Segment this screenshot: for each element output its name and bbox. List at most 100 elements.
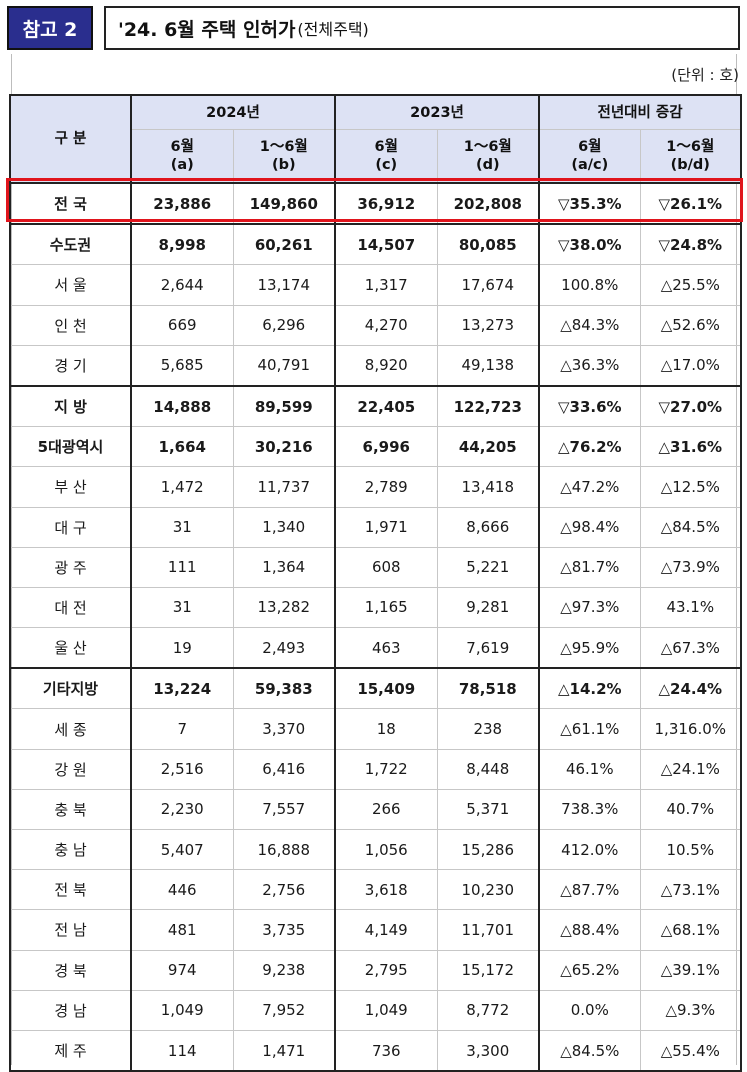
corner-header: 구 분 <box>9 94 132 184</box>
value-cell: 46.1% <box>538 748 641 790</box>
value-cell: 43.1% <box>639 586 743 629</box>
table-row: 5대광역시 1,664 30,216 6,996 44,205 △76.2% △31.6% <box>9 426 743 468</box>
value-cell: 9,281 <box>436 586 541 629</box>
value-cell: 114 <box>130 1029 234 1072</box>
value-cell: 31 <box>130 586 234 629</box>
value-cell: 59,383 <box>232 667 337 710</box>
table-row: 대 구 31 1,340 1,971 8,666 △98.4% △84.5% <box>9 506 743 548</box>
table-row: 경 북 974 9,238 2,795 15,172 △65.2% △39.1% <box>9 949 743 991</box>
subheader-period: 1～6월 <box>259 139 308 155</box>
value-cell: △39.1% <box>639 949 743 991</box>
value-cell: ▽35.3% <box>538 182 641 225</box>
value-cell: 19 <box>130 627 234 669</box>
table-row: 충 북 2,230 7,557 266 5,371 738.3% 40.7% <box>9 788 743 831</box>
change-header: 전년대비 증감 <box>538 94 743 130</box>
subheader-code: (b) <box>271 157 296 173</box>
value-cell: 13,273 <box>436 304 541 346</box>
region-name: 울 산 <box>9 627 132 669</box>
value-cell: 40.7% <box>639 788 743 831</box>
table-row: 대 전 31 13,282 1,165 9,281 △97.3% 43.1% <box>9 586 743 629</box>
table-row: 광 주 111 1,364 608 5,221 △81.7% △73.9% <box>9 546 743 588</box>
value-cell: △81.7% <box>538 546 641 588</box>
value-cell: 266 <box>334 788 438 831</box>
value-cell: 60,261 <box>232 223 337 266</box>
value-cell: 10,230 <box>436 869 541 911</box>
region-name: 충 북 <box>9 788 132 831</box>
value-cell: △17.0% <box>639 344 743 387</box>
value-cell: △87.7% <box>538 869 641 911</box>
value-cell: 2,789 <box>334 466 438 508</box>
value-cell: △73.1% <box>639 869 743 911</box>
value-cell: 608 <box>334 546 438 588</box>
table-row: 전 북 446 2,756 3,618 10,230 △87.7% △73.1% <box>9 869 743 911</box>
region-name: 경 북 <box>9 949 132 991</box>
value-cell: 2,230 <box>130 788 234 831</box>
region-name: 5대광역시 <box>9 426 132 468</box>
value-cell: △47.2% <box>538 466 641 508</box>
value-cell: △84.5% <box>639 506 743 548</box>
region-name: 대 구 <box>9 506 132 548</box>
table-row: 전 국 23,886 149,860 36,912 202,808 ▽35.3% ▽26.1… <box>9 182 743 225</box>
value-cell: 2,795 <box>334 949 438 991</box>
value-cell: △14.2% <box>538 667 641 710</box>
value-cell: 238 <box>436 708 541 750</box>
table-row: 전 남 481 3,735 4,149 11,701 △88.4% △68.1% <box>9 909 743 951</box>
value-cell: 6,996 <box>334 426 438 468</box>
value-cell: 4,270 <box>334 304 438 346</box>
unit-label: (단위 : 호) <box>671 66 739 84</box>
value-cell: 412.0% <box>538 828 641 871</box>
value-cell: 1,317 <box>334 264 438 306</box>
value-cell: △68.1% <box>639 909 743 951</box>
value-cell: 31 <box>130 506 234 548</box>
subheader-period: 6월 <box>170 139 194 155</box>
region-name: 충 남 <box>9 828 132 871</box>
region-name: 인 천 <box>9 304 132 346</box>
value-cell: △12.5% <box>639 466 743 508</box>
region-name: 수도권 <box>9 223 132 266</box>
region-name: 대 전 <box>9 586 132 629</box>
table-row: 제 주 114 1,471 736 3,300 △84.5% △55.4% <box>9 1029 743 1072</box>
value-cell: 7,619 <box>436 627 541 669</box>
subheader-period: 1～6월 <box>666 139 715 155</box>
subheader-code: (a/c) <box>571 157 609 173</box>
value-cell: 15,286 <box>436 828 541 871</box>
value-cell: 1,316.0% <box>639 708 743 750</box>
value-cell: 111 <box>130 546 234 588</box>
value-cell: △67.3% <box>639 627 743 669</box>
value-cell: △61.1% <box>538 708 641 750</box>
subheader-code: (d) <box>475 157 500 173</box>
value-cell: 10.5% <box>639 828 743 871</box>
value-cell: ▽26.1% <box>639 182 743 225</box>
value-cell: 2,493 <box>232 627 337 669</box>
value-cell: 100.8% <box>538 264 641 306</box>
value-cell: 736 <box>334 1029 438 1072</box>
page-title: '24. 6월 주택 인허가 (전체주택) <box>104 6 740 50</box>
subheader-code: (b/d) <box>670 157 710 173</box>
value-cell: 11,701 <box>436 909 541 951</box>
value-cell: 738.3% <box>538 788 641 831</box>
title-subtitle: (전체주택) <box>297 20 369 39</box>
value-cell: 6,296 <box>232 304 337 346</box>
value-cell: 149,860 <box>232 182 337 225</box>
value-cell: 80,085 <box>436 223 541 266</box>
subheader-period: 1～6월 <box>463 139 512 155</box>
value-cell: 122,723 <box>436 384 541 428</box>
region-name: 서 울 <box>9 264 132 306</box>
table-row: 충 남 5,407 16,888 1,056 15,286 412.0% 10.5% <box>9 828 743 871</box>
value-cell: ▽33.6% <box>538 384 641 428</box>
table-row: 인 천 669 6,296 4,270 13,273 △84.3% △52.6% <box>9 304 743 346</box>
region-name: 제 주 <box>9 1029 132 1072</box>
value-cell: 481 <box>130 909 234 951</box>
value-cell: 1,664 <box>130 426 234 468</box>
value-cell: 17,674 <box>436 264 541 306</box>
value-cell: △98.4% <box>538 506 641 548</box>
value-cell: 1,971 <box>334 506 438 548</box>
value-cell: 1,471 <box>232 1029 337 1072</box>
value-cell: 2,756 <box>232 869 337 911</box>
year-header-2023: 2023년 <box>334 94 541 130</box>
value-cell: 8,998 <box>130 223 234 266</box>
value-cell: 974 <box>130 949 234 991</box>
table-row: 경 기 5,685 40,791 8,920 49,138 △36.3% △17.0% <box>9 344 743 387</box>
value-cell: 463 <box>334 627 438 669</box>
subheader-period: 6월 <box>374 139 398 155</box>
